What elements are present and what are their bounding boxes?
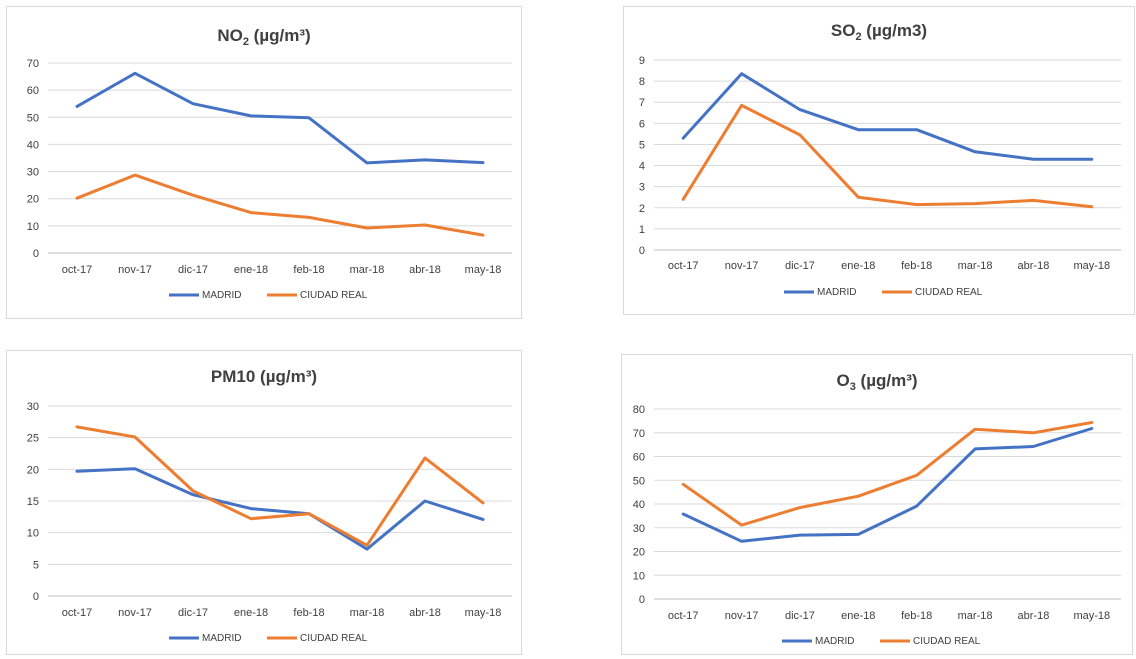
- x-tick-label: nov-17: [725, 260, 759, 272]
- pm10-chart-svg: PM10 (µg/m³) 0 5 10 15 20 25 30 oct-17 nov-17 dic-…: [27, 367, 512, 644]
- x-tick-label: feb-18: [901, 260, 932, 272]
- series-line-ciudad-real: [681, 421, 1094, 527]
- y-tick-label: 3: [639, 182, 645, 194]
- pm10-chart: PM10 (µg/m³) 0 5 10 15 20 25 30 oct-17 nov-17 dic-…: [6, 350, 522, 655]
- y-tick-label: 5: [33, 559, 39, 571]
- y-tick-label: 20: [633, 547, 645, 559]
- legend-label: MADRID: [202, 290, 241, 301]
- series-line-ciudad-real: [75, 173, 485, 237]
- o3-chart-svg: O3 (µg/m³) 0 10 20 30 40 50 60 70 80 oct-17 nov-17 d…: [633, 371, 1121, 647]
- y-tick-label: 5: [639, 139, 645, 151]
- no2-chart: NO2 (µg/m³) 0 10 20 30 40 50 60 70 oct-17 nov-17 di…: [6, 6, 522, 319]
- chart-title: SO2 (µg/m3): [831, 21, 927, 43]
- chart-title: O3 (µg/m³): [836, 371, 917, 393]
- o3-chart: O3 (µg/m³) 0 10 20 30 40 50 60 70 80 oct-17 nov-17 d…: [621, 354, 1133, 655]
- y-tick-label: 7: [639, 97, 645, 109]
- legend-label: CIUDAD REAL: [913, 636, 981, 647]
- y-tick-label: 1: [639, 224, 645, 236]
- x-tick-label: oct-17: [62, 607, 93, 619]
- x-tick-label: may-18: [1073, 610, 1110, 622]
- y-tick-label: 50: [633, 475, 645, 487]
- x-tick-label: oct-17: [62, 264, 93, 276]
- x-tick-label: feb-18: [293, 264, 324, 276]
- y-tick-label: 40: [633, 499, 645, 511]
- y-tick-label: 10: [27, 528, 39, 540]
- y-tick-label: 80: [633, 404, 645, 416]
- y-tick-label: 70: [27, 58, 39, 70]
- y-tick-label: 30: [27, 167, 39, 179]
- y-tick-label: 2: [639, 203, 645, 215]
- x-tick-label: mar-18: [958, 260, 993, 272]
- so2-chart: SO2 (µg/m3) 0 1 2 3 4 5 6 7 8 9 oct-17 nov-17 dic-17 e…: [623, 6, 1135, 315]
- y-tick-label: 15: [27, 496, 39, 508]
- chart-title: NO2 (µg/m³): [217, 26, 310, 48]
- no2-chart-svg: NO2 (µg/m³) 0 10 20 30 40 50 60 70 oct-17 nov-17 di…: [27, 26, 512, 301]
- x-tick-label: may-18: [465, 607, 502, 619]
- so2-chart-svg: SO2 (µg/m3) 0 1 2 3 4 5 6 7 8 9 oct-17 nov-17 dic-17 e…: [639, 21, 1121, 298]
- series-line-madrid: [681, 72, 1094, 161]
- y-tick-label: 0: [639, 594, 645, 606]
- y-tick-label: 30: [27, 401, 39, 413]
- x-tick-label: dic-17: [785, 610, 815, 622]
- x-tick-label: nov-17: [118, 264, 152, 276]
- x-tick-label: dic-17: [178, 264, 208, 276]
- y-tick-label: 4: [639, 161, 645, 173]
- x-tick-label: may-18: [1073, 260, 1110, 272]
- x-tick-label: mar-18: [350, 607, 385, 619]
- x-tick-label: nov-17: [118, 607, 152, 619]
- series-line-ciudad-real: [681, 103, 1094, 209]
- x-tick-label: mar-18: [350, 264, 385, 276]
- legend-label: CIUDAD REAL: [915, 287, 983, 298]
- legend-label: CIUDAD REAL: [300, 290, 368, 301]
- chart-title: PM10 (µg/m³): [211, 367, 317, 386]
- legend-label: MADRID: [817, 287, 856, 298]
- x-tick-label: abr-18: [409, 264, 441, 276]
- y-tick-label: 9: [639, 55, 645, 67]
- series-line-ciudad-real: [75, 425, 485, 547]
- y-tick-label: 70: [633, 428, 645, 440]
- x-tick-label: may-18: [465, 264, 502, 276]
- y-tick-label: 20: [27, 464, 39, 476]
- y-tick-label: 60: [27, 85, 39, 97]
- series-line-madrid: [681, 427, 1094, 543]
- x-tick-label: feb-18: [293, 607, 324, 619]
- x-tick-label: abr-18: [1018, 610, 1050, 622]
- y-tick-label: 6: [639, 118, 645, 130]
- y-tick-label: 0: [33, 248, 39, 260]
- x-tick-label: oct-17: [668, 610, 699, 622]
- y-tick-label: 10: [27, 221, 39, 233]
- legend-label: MADRID: [202, 633, 241, 644]
- series-line-madrid: [75, 71, 485, 165]
- x-tick-label: abr-18: [409, 607, 441, 619]
- y-tick-label: 0: [639, 245, 645, 257]
- x-tick-label: ene-18: [841, 610, 875, 622]
- y-tick-label: 0: [33, 591, 39, 603]
- x-tick-label: ene-18: [841, 260, 875, 272]
- y-tick-label: 8: [639, 76, 645, 88]
- x-tick-label: dic-17: [178, 607, 208, 619]
- x-tick-label: mar-18: [958, 610, 993, 622]
- x-tick-label: abr-18: [1018, 260, 1050, 272]
- series-line-madrid: [75, 467, 485, 551]
- y-tick-label: 10: [633, 570, 645, 582]
- y-tick-label: 20: [27, 194, 39, 206]
- x-tick-label: dic-17: [785, 260, 815, 272]
- y-tick-label: 30: [633, 523, 645, 535]
- y-tick-label: 50: [27, 112, 39, 124]
- y-tick-label: 60: [633, 452, 645, 464]
- x-tick-label: nov-17: [725, 610, 759, 622]
- legend-label: CIUDAD REAL: [300, 633, 368, 644]
- y-tick-label: 25: [27, 433, 39, 445]
- y-tick-label: 40: [27, 139, 39, 151]
- legend-label: MADRID: [815, 636, 854, 647]
- x-tick-label: ene-18: [234, 264, 268, 276]
- x-tick-label: feb-18: [901, 610, 932, 622]
- x-tick-label: oct-17: [668, 260, 699, 272]
- x-tick-label: ene-18: [234, 607, 268, 619]
